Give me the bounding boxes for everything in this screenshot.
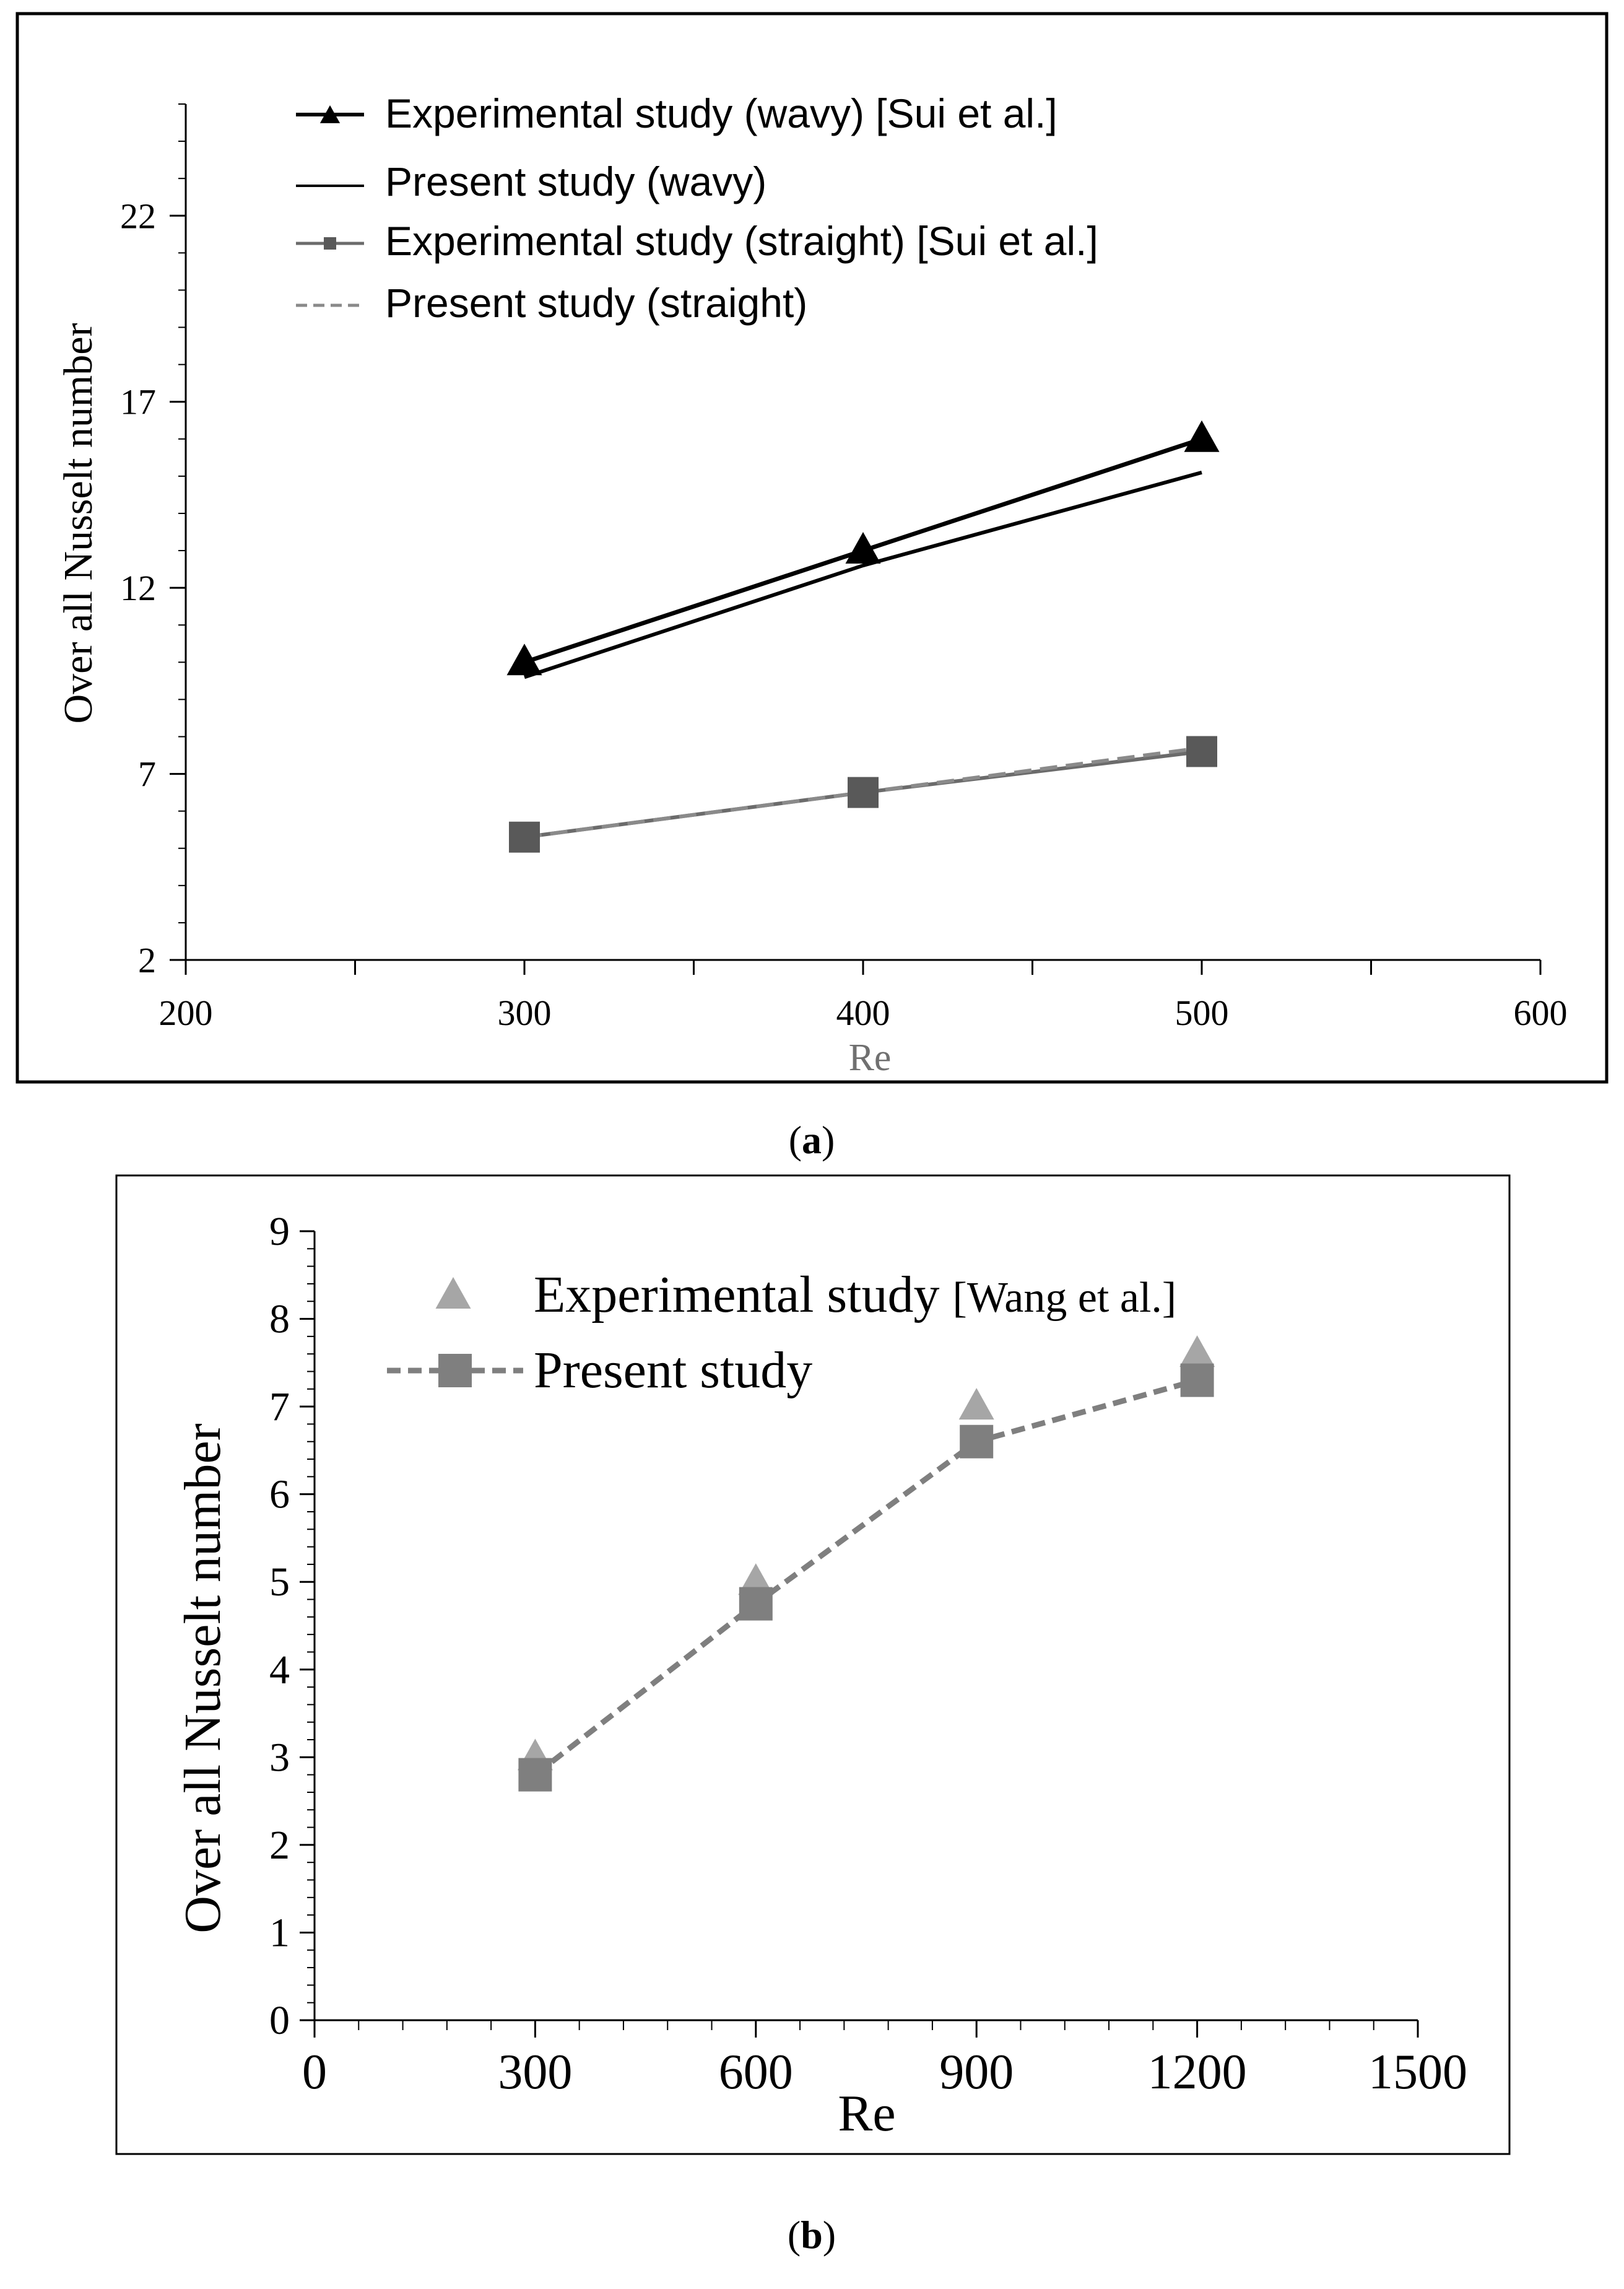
panel-b-legend: Experimental study [Wang et al.] Present … xyxy=(387,1266,1176,1399)
panel-a-frame xyxy=(15,12,1609,1084)
x-tick-label: 600 xyxy=(719,2045,793,2099)
marker-experimental-straight-point xyxy=(509,821,540,853)
panel-b-x-axis-label: Re xyxy=(838,2085,895,2142)
marker-experimental-wavy-point xyxy=(506,643,542,676)
legend-label: Experimental study (straight) [Sui et al… xyxy=(385,218,1098,264)
marker-experimental-straight-point xyxy=(848,777,879,808)
marker-experimental-straight-point xyxy=(1186,736,1217,767)
y-tick-label: 3 xyxy=(269,1735,290,1780)
legend-marker-experimental xyxy=(435,1277,471,1309)
y-tick-label: 9 xyxy=(269,1209,290,1254)
marker-experimental-wavy-point xyxy=(1184,420,1220,452)
panel-a-y-axis-label: Over all Nusselt number xyxy=(56,323,101,723)
x-tick-label: 400 xyxy=(836,993,890,1033)
legend-label-experimental-citation: [Wang et al.] xyxy=(953,1274,1177,1322)
legend-marker-present xyxy=(438,1354,472,1387)
marker-present-point xyxy=(1180,1363,1214,1397)
panel-a-legend: Experimental study (wavy) [Sui et al.] Pr… xyxy=(296,90,1098,326)
marker-experimental-point xyxy=(1179,1335,1215,1367)
marker-present-point xyxy=(960,1424,994,1458)
x-tick-label: 1500 xyxy=(1368,2045,1467,2099)
x-tick-label: 300 xyxy=(498,993,552,1033)
y-tick-label: 2 xyxy=(138,940,156,980)
panel-b-ticks: 0 1 2 3 4 5 6 7 8 9 0 300 600 900 1200 1500 xyxy=(269,1209,1467,2099)
legend-marker-experimental-wavy xyxy=(319,105,341,123)
marker-experimental-point xyxy=(958,1388,994,1420)
legend-label-experimental: Experimental study [Wang et al.] xyxy=(534,1266,1176,1323)
y-tick-label: 5 xyxy=(269,1559,290,1605)
panel-a-ticks: 2 7 12 17 22 200 300 400 500 600 xyxy=(120,103,1568,1033)
y-tick-label: 6 xyxy=(269,1472,290,1517)
y-tick-label: 1 xyxy=(269,1910,290,1955)
y-tick-label: 7 xyxy=(269,1384,290,1429)
marker-present-point xyxy=(739,1587,773,1621)
legend-label-present: Present study xyxy=(534,1341,812,1399)
y-tick-label: 8 xyxy=(269,1297,290,1342)
y-tick-label: 2 xyxy=(269,1823,290,1868)
panel-b-series xyxy=(517,1335,1215,1792)
y-tick-label: 4 xyxy=(269,1647,290,1693)
x-tick-label: 200 xyxy=(159,993,213,1033)
marker-experimental-point xyxy=(738,1563,774,1595)
legend-marker-experimental-straight xyxy=(324,237,336,250)
series-present-line xyxy=(533,1377,1198,1777)
x-tick-label: 900 xyxy=(939,2045,1014,2099)
panel-b-axes xyxy=(313,1231,1418,2021)
panel-b-frame xyxy=(115,1174,1511,2155)
y-tick-label: 17 xyxy=(120,382,156,422)
y-tick-label: 22 xyxy=(120,196,156,236)
caption-a-letter: a xyxy=(802,1118,822,1162)
caption-b: (b) xyxy=(788,2213,836,2257)
caption-b-letter: b xyxy=(801,2213,823,2257)
x-tick-label: 300 xyxy=(498,2045,572,2099)
panel-a-x-axis-label: Re xyxy=(849,1037,892,1079)
caption-a: (a) xyxy=(789,1118,835,1162)
y-tick-label: 7 xyxy=(138,754,156,795)
marker-experimental-wavy-point xyxy=(845,532,881,564)
panel-a-series xyxy=(506,420,1220,853)
legend-label: Present study (wavy) xyxy=(385,159,766,204)
chart-panel-b: 0 1 2 3 4 5 6 7 8 9 0 300 600 900 1200 1500 Experimenta… xyxy=(115,1174,1511,2155)
x-tick-label: 500 xyxy=(1175,993,1229,1033)
x-tick-label: 0 xyxy=(302,2045,327,2099)
x-tick-label: 600 xyxy=(1514,993,1568,1033)
panel-b-y-axis-label: Over all Nusselt number xyxy=(174,1423,232,1933)
legend-label: Present study (straight) xyxy=(385,280,807,326)
marker-present-point xyxy=(518,1758,552,1792)
legend-label: Experimental study (wavy) [Sui et al.] xyxy=(385,90,1057,136)
series-present-wavy-line xyxy=(524,470,1202,679)
chart-panel-a: 2 7 12 17 22 200 300 400 500 600 Experimental stu… xyxy=(15,12,1609,1084)
y-tick-label: 0 xyxy=(269,1998,290,2043)
y-tick-label: 12 xyxy=(120,568,156,608)
x-tick-label: 1200 xyxy=(1148,2045,1247,2099)
